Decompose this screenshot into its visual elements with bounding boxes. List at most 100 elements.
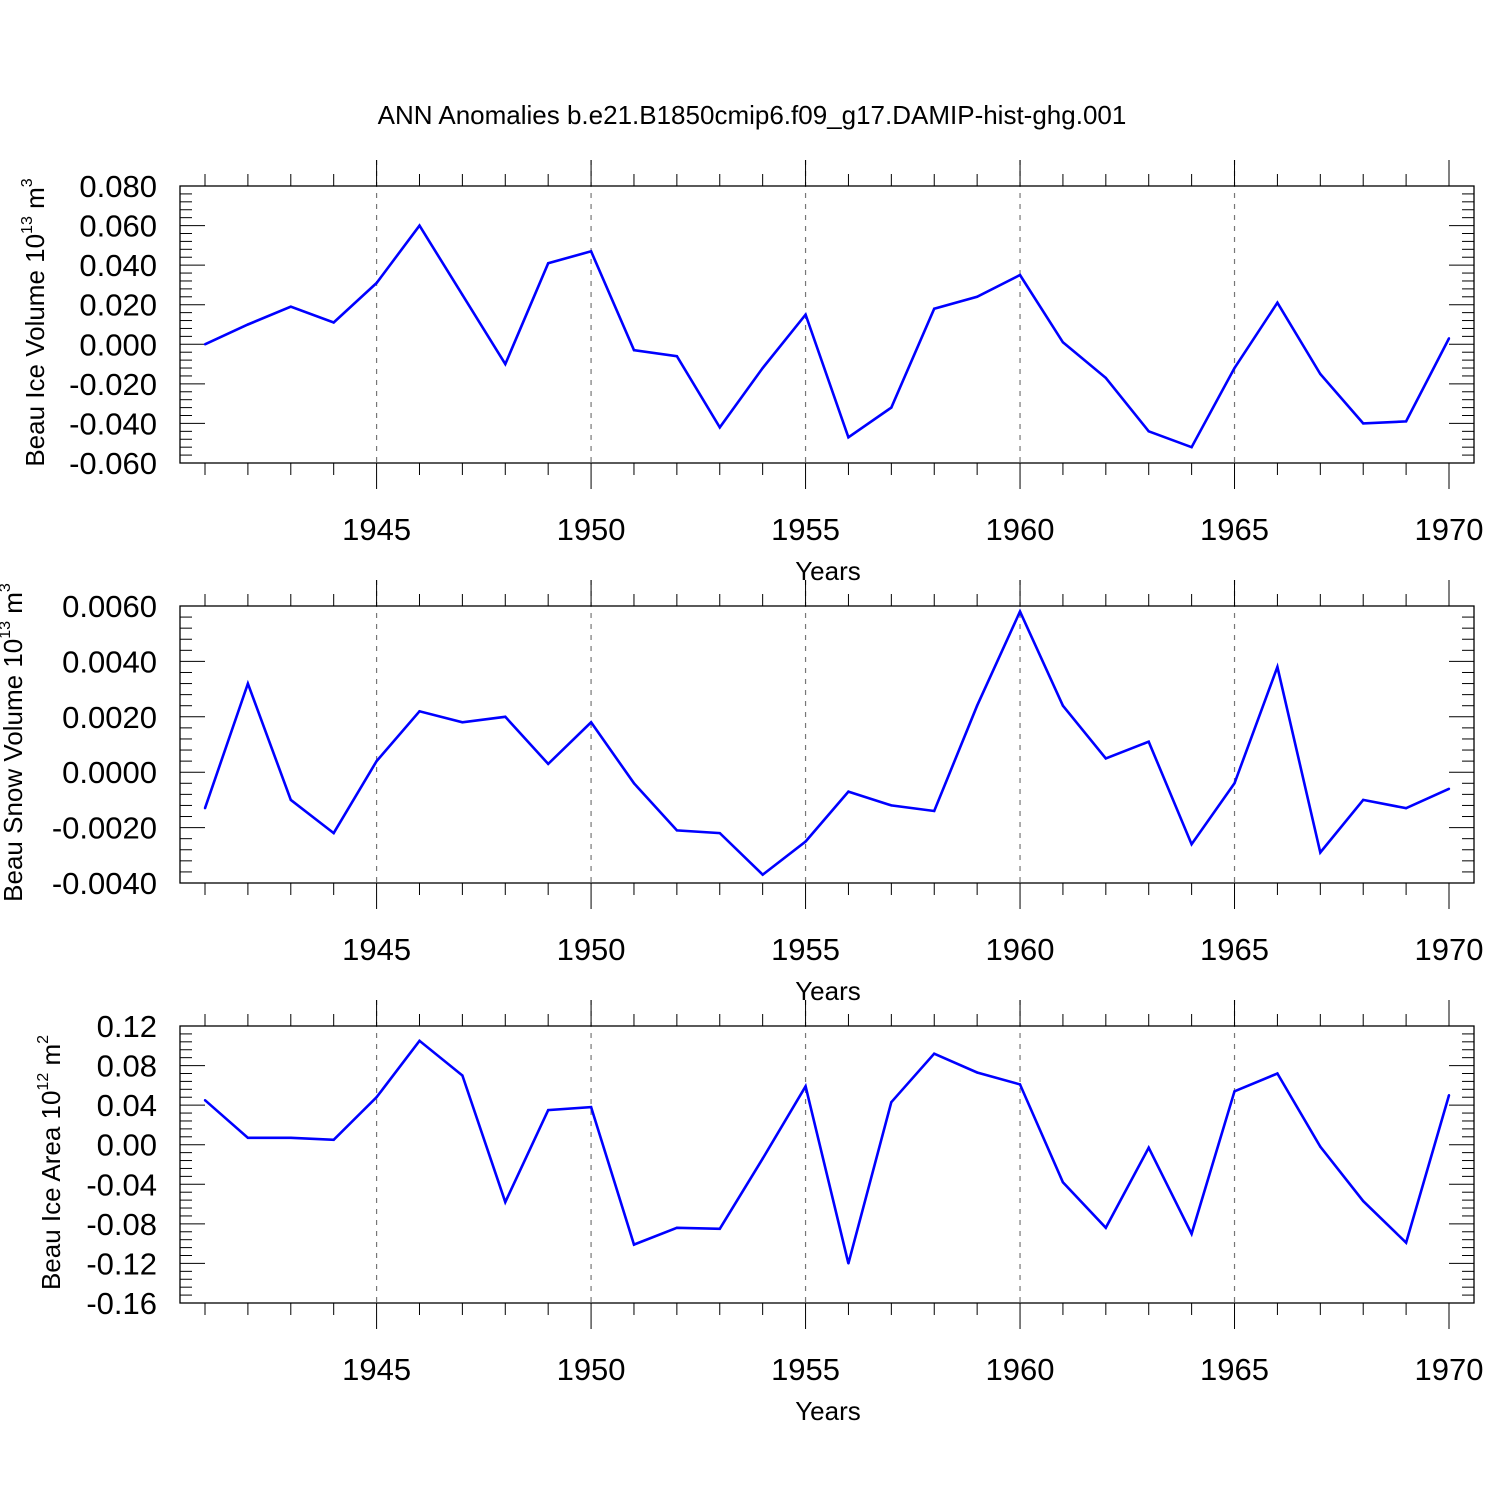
plot-frame [179, 1025, 1475, 1304]
y-label-unit: m [0, 592, 28, 621]
data-point [504, 362, 507, 366]
data-point [589, 250, 593, 253]
plot-frame [179, 185, 1475, 464]
data-point [203, 807, 207, 810]
y-tick-label: -0.12 [86, 1246, 157, 1281]
data-point [289, 305, 292, 308]
data-point [1104, 757, 1108, 760]
data-point [1190, 445, 1193, 449]
data-point [847, 790, 850, 793]
data-point [332, 321, 335, 324]
data-point [1190, 843, 1193, 846]
y-tick-label: 0.000 [79, 327, 157, 362]
data-point [589, 1105, 593, 1109]
data-point [1018, 273, 1022, 277]
data-point [461, 1074, 464, 1077]
x-tick-label: 1955 [771, 932, 840, 967]
data-point [375, 281, 378, 285]
y-label-unit-exponent: 3 [19, 178, 36, 187]
data-point [246, 1136, 250, 1139]
figure-title: ANN Anomalies b.e21.B1850cmip6.f09_g17.D… [378, 100, 1127, 130]
x-tick-label: 1945 [342, 932, 411, 967]
series-line [204, 1038, 1451, 1264]
x-tick-label: 1970 [1415, 1352, 1484, 1387]
data-point [546, 762, 550, 766]
y-tick-label: -0.040 [69, 406, 157, 441]
data-point [1104, 1226, 1108, 1230]
x-tick-label: 1950 [557, 932, 626, 967]
y-tick-label: -0.16 [86, 1286, 157, 1321]
y-tick-label: 0.0040 [62, 644, 157, 679]
data-point [804, 1085, 807, 1088]
y-tick-label: -0.0040 [52, 866, 157, 901]
data-point [1233, 1090, 1236, 1093]
data-point [1061, 1181, 1065, 1184]
data-point [332, 1138, 335, 1141]
chart-panel-1: 0.080 0.060 0.040 0.020 0.000 -0.020 -0.040 -0.… [19, 160, 1483, 586]
chart-panel-2: 0.0060 0.0040 0.0020 0.0000 -0.0020 -0.0040 19… [0, 580, 1483, 1006]
data-point [418, 710, 421, 713]
y-tick-label: -0.020 [69, 367, 157, 402]
data-point [1147, 740, 1150, 743]
data-point [761, 366, 764, 370]
x-tick-label: 1955 [771, 512, 840, 547]
data-point [546, 261, 550, 265]
data-point [761, 873, 764, 876]
data-point [975, 704, 979, 707]
data-point [933, 1052, 936, 1055]
data-point [1404, 420, 1408, 423]
data-point [632, 782, 636, 785]
data-point [589, 721, 593, 724]
data-point [632, 1243, 636, 1246]
data-point [1362, 422, 1365, 425]
data-point [718, 831, 721, 835]
y-label-name: Beau Ice Volume 10 [20, 234, 50, 467]
y-label-exponent: 12 [35, 1073, 52, 1091]
data-point [1190, 1232, 1193, 1235]
data-point [1447, 1094, 1451, 1097]
data-point [1404, 807, 1408, 810]
data-point [289, 798, 292, 802]
data-point [632, 349, 636, 352]
data-point [718, 426, 721, 429]
data-point [1362, 798, 1365, 802]
data-point [975, 1071, 979, 1074]
data-point [504, 715, 507, 718]
series-line [203, 608, 1450, 877]
y-axis-label: Beau Ice Area 1012 m2 [35, 1035, 66, 1290]
y-tick-label: 0.040 [79, 248, 157, 283]
data-point [890, 804, 893, 807]
data-point [1319, 1145, 1322, 1148]
data-point [1276, 301, 1279, 304]
data-point [246, 682, 250, 685]
series-line [204, 223, 1451, 449]
y-axis-label: Beau Ice Volume 1013 m3 [19, 178, 50, 466]
data-point [675, 829, 679, 832]
data-point [1104, 376, 1108, 380]
y-tick-label: 0.08 [97, 1049, 157, 1084]
y-label-unit: m [20, 187, 50, 216]
data-point [504, 1200, 507, 1204]
data-point [804, 840, 807, 843]
data-point [1061, 704, 1065, 707]
data-point [375, 1096, 378, 1099]
data-point [933, 307, 936, 310]
y-tick-label: 0.0000 [62, 755, 157, 790]
data-point [246, 323, 250, 326]
x-tick-label: 1965 [1200, 932, 1269, 967]
data-point [1276, 1072, 1279, 1075]
data-point [1362, 1199, 1365, 1203]
x-tick-label: 1970 [1415, 512, 1484, 547]
data-point [418, 1039, 421, 1043]
data-point [933, 809, 936, 813]
x-tick-label: 1945 [342, 1352, 411, 1387]
y-tick-label: 0.04 [97, 1088, 157, 1123]
x-tick-label: 1960 [986, 932, 1055, 967]
y-axis-label: Beau Snow Volume 1013 m3 [0, 583, 28, 902]
chart-panel-3: 0.12 0.08 0.04 0.00 -0.04 -0.08 -0.12 -0.16 1945… [35, 1000, 1483, 1426]
data-point [847, 436, 850, 439]
data-point [289, 1136, 292, 1139]
data-point [1018, 1083, 1022, 1086]
data-point [804, 313, 807, 316]
y-tick-label: -0.08 [86, 1207, 157, 1242]
